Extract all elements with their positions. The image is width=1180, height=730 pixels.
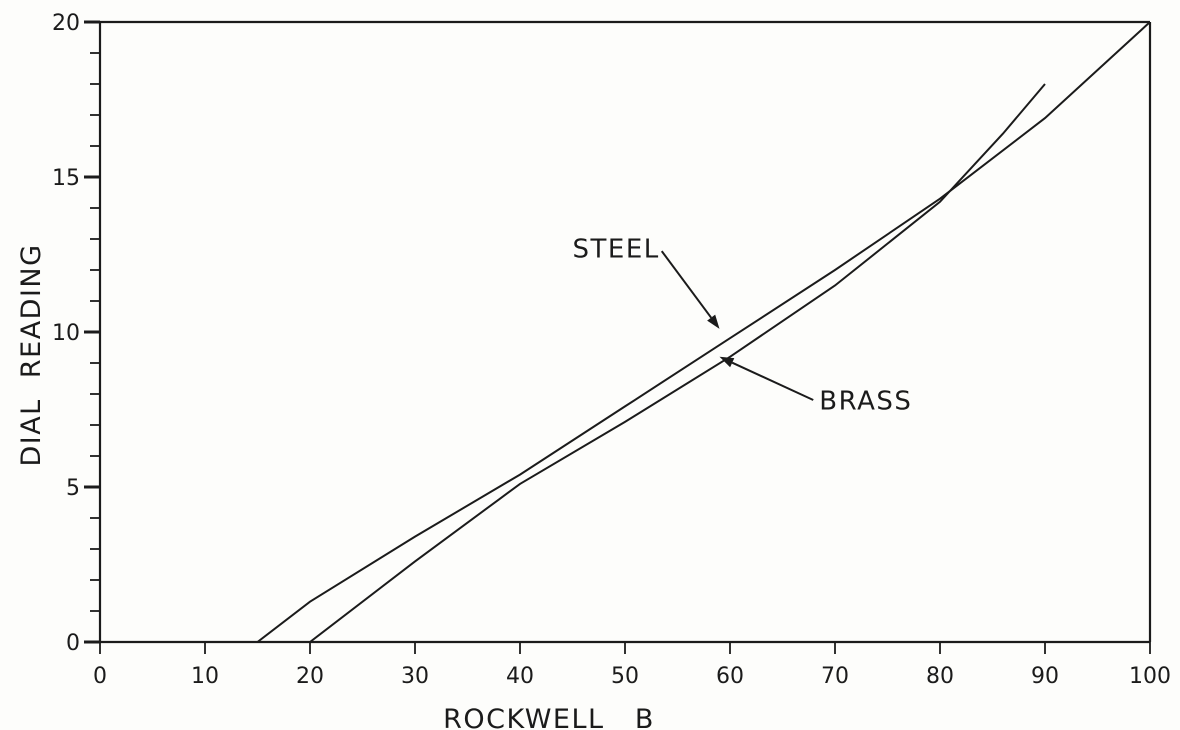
x-tick-label: 20 bbox=[296, 664, 324, 689]
series-line-steel bbox=[256, 21, 1151, 643]
annotation-label-steel: STEEL bbox=[573, 235, 660, 265]
annotation-leader-steel bbox=[660, 250, 712, 319]
plot-frame bbox=[98, 20, 1152, 644]
x-tick-label: 50 bbox=[611, 664, 639, 689]
annotation-arrowhead-brass bbox=[719, 356, 735, 368]
x-tick-label: 10 bbox=[191, 664, 219, 689]
x-axis-ticks: 0 10 20 30 40 50 60 70 80 90 100 bbox=[93, 642, 1171, 689]
y-tick-label: 15 bbox=[52, 166, 80, 191]
annotation-label-brass: BRASS bbox=[819, 387, 912, 417]
series-layer bbox=[256, 21, 1151, 643]
x-tick-label: 60 bbox=[716, 664, 744, 689]
series-line-brass bbox=[309, 83, 1046, 643]
y-tick-label: 5 bbox=[66, 476, 80, 501]
y-axis-ticks: 0 5 10 15 20 bbox=[52, 11, 100, 656]
annotation-layer: STEEL BRASS bbox=[573, 235, 912, 417]
y-tick-label: 0 bbox=[66, 631, 80, 656]
x-tick-label: 80 bbox=[926, 664, 954, 689]
x-tick-label: 40 bbox=[506, 664, 534, 689]
y-axis-title: DIAL READING bbox=[16, 243, 47, 466]
y-tick-label: 10 bbox=[52, 321, 80, 346]
annotation-arrowhead-steel bbox=[707, 314, 720, 329]
x-tick-label: 90 bbox=[1031, 664, 1059, 689]
x-axis-title: ROCKWELL B bbox=[443, 704, 655, 730]
x-tick-label: 100 bbox=[1129, 664, 1171, 689]
y-tick-label: 20 bbox=[52, 11, 80, 36]
annotation-leader-brass bbox=[731, 361, 814, 401]
x-tick-label: 0 bbox=[93, 664, 107, 689]
x-tick-label: 70 bbox=[821, 664, 849, 689]
x-tick-label: 30 bbox=[401, 664, 429, 689]
